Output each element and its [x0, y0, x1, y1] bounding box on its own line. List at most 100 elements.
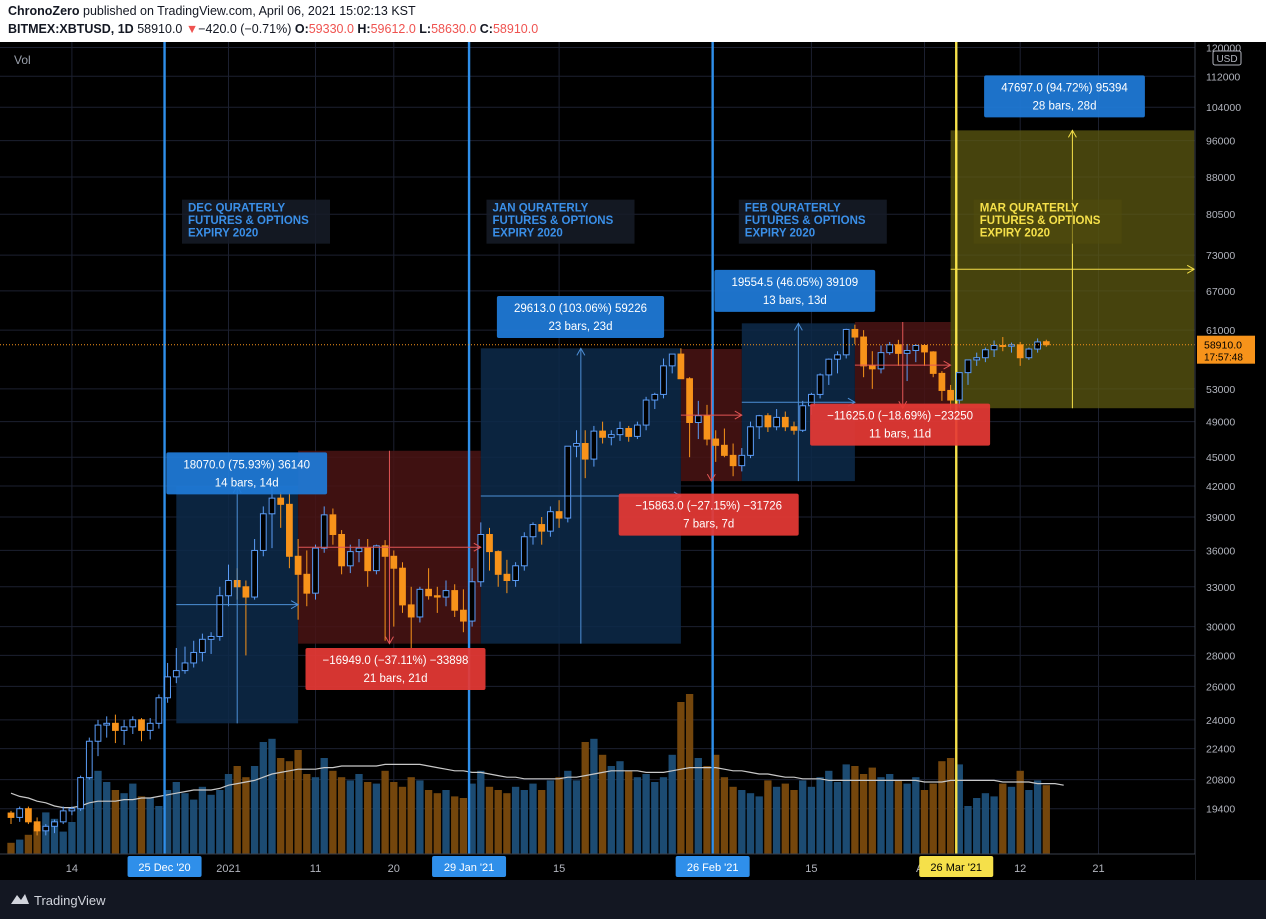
candle-body[interactable]	[581, 443, 589, 460]
candle-body[interactable]	[138, 719, 145, 731]
candle-body[interactable]	[477, 533, 485, 583]
candle-body[interactable]	[599, 430, 606, 438]
candle-body[interactable]	[625, 428, 633, 437]
candle-body[interactable]	[607, 434, 615, 438]
candle-body[interactable]	[938, 372, 946, 391]
candle-body[interactable]	[312, 547, 319, 594]
candle-body[interactable]	[755, 415, 763, 428]
candle-body[interactable]	[973, 357, 981, 361]
candle-body[interactable]	[1034, 341, 1041, 350]
candle-body[interactable]	[912, 344, 920, 351]
candle-body[interactable]	[642, 399, 650, 426]
candle-body[interactable]	[703, 415, 711, 440]
candle-body[interactable]	[251, 549, 258, 598]
candle-body[interactable]	[721, 444, 728, 456]
candle-body[interactable]	[225, 580, 232, 597]
measure-label-box[interactable]	[810, 403, 991, 446]
candle-body[interactable]	[355, 547, 363, 553]
candle-body[interactable]	[42, 825, 50, 832]
candle-body[interactable]	[7, 812, 15, 818]
candle-body[interactable]	[1016, 344, 1024, 359]
candle-body[interactable]	[799, 405, 807, 431]
candle-body[interactable]	[990, 344, 998, 351]
candle-body[interactable]	[947, 389, 954, 401]
measure-label-box[interactable]	[305, 647, 486, 690]
candle-body[interactable]	[555, 511, 563, 519]
candle-body[interactable]	[999, 344, 1007, 347]
candle-body[interactable]	[547, 511, 554, 532]
candle-body[interactable]	[460, 609, 467, 622]
candle-body[interactable]	[538, 524, 546, 532]
candle-body[interactable]	[33, 821, 41, 832]
candle-body[interactable]	[494, 551, 502, 575]
candle-body[interactable]	[303, 573, 311, 594]
candle-body[interactable]	[660, 365, 667, 395]
measure-label-box[interactable]	[984, 75, 1145, 118]
expiry-date-badge[interactable]	[127, 856, 202, 877]
candle-body[interactable]	[712, 438, 720, 446]
candle-body[interactable]	[129, 719, 137, 728]
candle-body[interactable]	[982, 349, 989, 359]
candle-body[interactable]	[1025, 348, 1033, 359]
candle-body[interactable]	[16, 808, 24, 818]
candle-body[interactable]	[773, 416, 780, 428]
candle-body[interactable]	[529, 524, 537, 538]
tradingview-logo-icon[interactable]	[10, 892, 30, 906]
candle-body[interactable]	[68, 808, 76, 812]
candle-body[interactable]	[181, 662, 189, 672]
candle-body[interactable]	[364, 547, 372, 572]
candle-body[interactable]	[668, 353, 676, 367]
candle-body[interactable]	[338, 533, 345, 567]
measure-label-box[interactable]	[496, 296, 665, 339]
candle-body[interactable]	[677, 353, 685, 380]
candle-body[interactable]	[51, 821, 58, 827]
expiry-date-badge[interactable]	[432, 856, 507, 877]
candle-body[interactable]	[190, 651, 198, 664]
candle-body[interactable]	[155, 697, 163, 724]
candle-body[interactable]	[268, 497, 276, 515]
candle-body[interactable]	[259, 513, 267, 551]
candle-body[interactable]	[738, 454, 746, 467]
candle-body[interactable]	[120, 726, 128, 731]
candle-body[interactable]	[729, 454, 737, 467]
candle-body[interactable]	[486, 533, 493, 553]
candle-body[interactable]	[442, 590, 450, 598]
candle-body[interactable]	[877, 352, 885, 370]
measure-label-box[interactable]	[166, 452, 328, 495]
expiry-date-badge[interactable]	[919, 856, 994, 877]
candle-body[interactable]	[103, 722, 111, 726]
candle-body[interactable]	[616, 428, 624, 436]
candle-body[interactable]	[407, 604, 415, 618]
candle-body[interactable]	[790, 426, 798, 431]
candle-body[interactable]	[860, 336, 867, 367]
candle-body[interactable]	[207, 635, 215, 640]
candle-body[interactable]	[886, 344, 894, 354]
author-name[interactable]: ChronoZero	[8, 4, 80, 18]
candle-body[interactable]	[77, 777, 84, 810]
candle-body[interactable]	[164, 676, 171, 699]
candle-body[interactable]	[242, 586, 250, 598]
symbol-name[interactable]: BITMEX:XBTUSD, 1D	[8, 22, 134, 36]
candle-body[interactable]	[172, 670, 180, 678]
candle-body[interactable]	[329, 514, 337, 535]
candle-body[interactable]	[520, 536, 528, 567]
candle-body[interactable]	[373, 545, 380, 572]
candle-body[interactable]	[277, 497, 285, 505]
measure-label-box[interactable]	[714, 269, 876, 312]
candle-body[interactable]	[686, 378, 693, 423]
candle-body[interactable]	[451, 590, 459, 611]
candle-body[interactable]	[320, 514, 328, 549]
candle-body[interactable]	[85, 740, 93, 779]
candle-body[interactable]	[842, 328, 850, 356]
candle-body[interactable]	[112, 722, 119, 731]
candle-body[interactable]	[781, 416, 789, 428]
candle-body[interactable]	[868, 365, 876, 370]
candle-body[interactable]	[1042, 341, 1050, 346]
candle-body[interactable]	[895, 344, 902, 354]
candle-body[interactable]	[512, 565, 519, 582]
candle-body[interactable]	[694, 415, 702, 423]
candle-body[interactable]	[25, 808, 32, 823]
candle-body[interactable]	[94, 724, 102, 742]
candle-body[interactable]	[764, 415, 772, 428]
